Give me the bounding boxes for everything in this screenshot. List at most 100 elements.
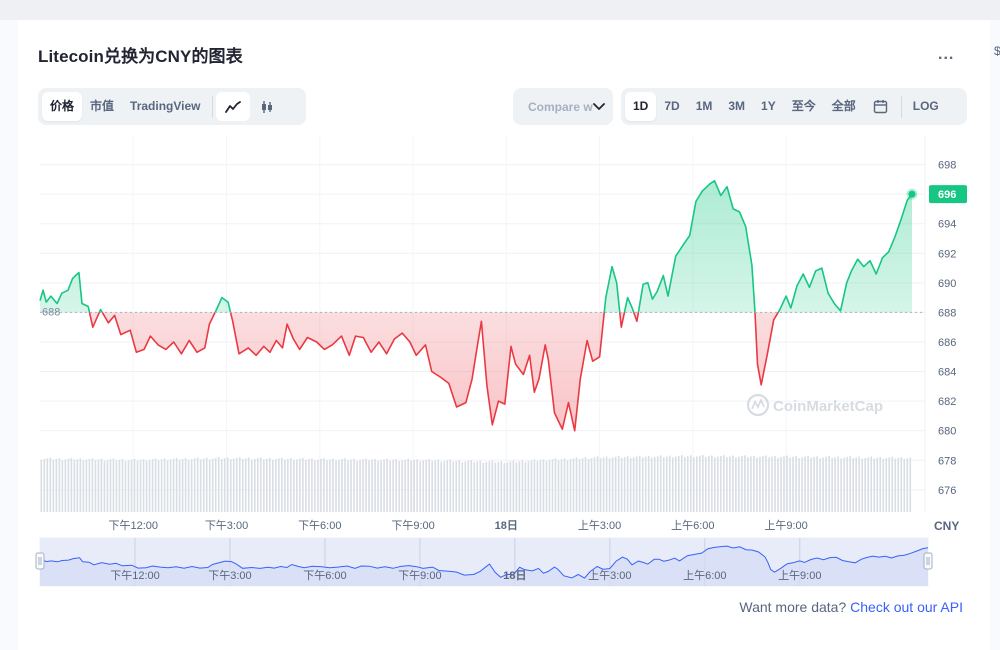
volume-bar (858, 456, 860, 512)
range-7d[interactable]: 7D (664, 99, 680, 113)
volume-bar (596, 456, 599, 512)
x-tick-label: 下午12:00 (108, 519, 158, 532)
volume-bar (572, 458, 575, 512)
volume-bar (801, 457, 803, 512)
volume-bar (413, 460, 415, 512)
volume-bar (332, 458, 334, 512)
volume-bar (187, 460, 190, 512)
volume-bar (151, 459, 154, 512)
tab-price[interactable]: 价格 (42, 92, 83, 121)
volume-bar (705, 456, 707, 512)
volume-bar (127, 460, 130, 512)
volume-bar (590, 458, 593, 512)
volume-bar (64, 459, 67, 512)
y-tick-label: 694 (938, 219, 956, 231)
y-tick-label: 680 (938, 426, 956, 438)
edge-currency-glyph: $ (994, 44, 1000, 58)
range-ytd[interactable]: 至今 (791, 99, 816, 113)
volume-bar (341, 459, 343, 512)
navigator-tick-label: 下午3:00 (208, 569, 251, 582)
volume-bar (202, 458, 205, 512)
volume-bar (798, 458, 800, 512)
volume-bar (338, 459, 340, 512)
volume-bar (52, 459, 55, 512)
volume-bar (305, 459, 307, 512)
more-options-icon[interactable]: ... (938, 46, 955, 63)
volume-bar (744, 455, 746, 512)
volume-bar (386, 458, 388, 512)
x-tick-label: 下午9:00 (391, 519, 434, 532)
volume-bar (253, 458, 256, 512)
volume-bar (614, 456, 617, 512)
volume-bar (512, 460, 515, 512)
volume-bar (659, 455, 662, 512)
volume-bar (885, 458, 888, 512)
volume-bar (632, 457, 635, 512)
log-scale-toggle[interactable]: LOG (912, 99, 939, 113)
volume-bar (795, 456, 797, 512)
volume-bar (876, 457, 879, 512)
volume-bar (635, 456, 638, 512)
volume-bar (683, 456, 686, 512)
volume-bar (121, 459, 124, 512)
navigator-handle-left[interactable] (35, 552, 45, 570)
volume-bar (353, 458, 355, 512)
baseline-label: 688 (42, 306, 60, 318)
volume-bar (723, 455, 725, 512)
volume-bar (272, 459, 274, 512)
range-1y[interactable]: 1Y (761, 99, 776, 113)
volume-bar (777, 457, 779, 512)
navigator-tick-label: 上午6:00 (683, 569, 726, 582)
volume-bar (897, 457, 900, 512)
compare-select[interactable]: Compare with (513, 88, 613, 125)
candlestick-icon[interactable] (250, 92, 284, 121)
volume-bar (88, 459, 91, 512)
range-tab-group: 1D 7D 1M 3M 1Y 至今 全部 LOG (621, 88, 967, 125)
range-all[interactable]: 全部 (831, 99, 856, 113)
api-link[interactable]: Check out our API (850, 599, 963, 615)
range-1d[interactable]: 1D (625, 92, 657, 121)
volume-bar (813, 457, 815, 512)
volume-bar (250, 459, 253, 512)
volume-bar (680, 455, 683, 512)
volume-bar (602, 457, 605, 512)
volume-bar (404, 459, 406, 512)
calendar-icon[interactable] (864, 92, 898, 121)
volume-bar (175, 457, 178, 512)
range-1m[interactable]: 1M (695, 99, 713, 113)
volume-bar (665, 456, 668, 512)
volume-bar (668, 455, 671, 512)
volume-bar (825, 456, 827, 512)
volume-bar (906, 458, 909, 512)
y-tick-label: 690 (938, 278, 956, 290)
line-chart-icon[interactable] (215, 92, 250, 121)
volume-bar (76, 459, 79, 512)
divider (211, 95, 213, 118)
volume-bar (217, 457, 220, 512)
volume-bar (759, 456, 761, 512)
volume-bar (828, 456, 830, 512)
volume-bar (849, 456, 851, 512)
volume-bar (55, 458, 58, 512)
volume-bar (578, 459, 581, 512)
volume-bar (293, 460, 295, 512)
volume-bar (356, 460, 358, 512)
y-tick-label: 698 (938, 160, 956, 172)
range-3m[interactable]: 3M (728, 99, 746, 113)
volume-bar (783, 456, 785, 512)
volume-bar (521, 460, 524, 512)
volume-bar (677, 455, 680, 512)
tab-market-cap[interactable]: 市值 (90, 99, 115, 113)
volume-bar (735, 457, 737, 512)
volume-bar (124, 461, 127, 512)
volume-bar (458, 460, 461, 512)
volume-bar (58, 458, 61, 512)
volume-bar (166, 460, 169, 512)
tab-tradingview[interactable]: TradingView (130, 99, 201, 113)
volume-bar (732, 455, 734, 512)
volume-bar (241, 459, 244, 512)
navigator-handle-right[interactable] (923, 552, 933, 570)
volume-bar (226, 457, 229, 512)
volume-bar (882, 458, 885, 512)
